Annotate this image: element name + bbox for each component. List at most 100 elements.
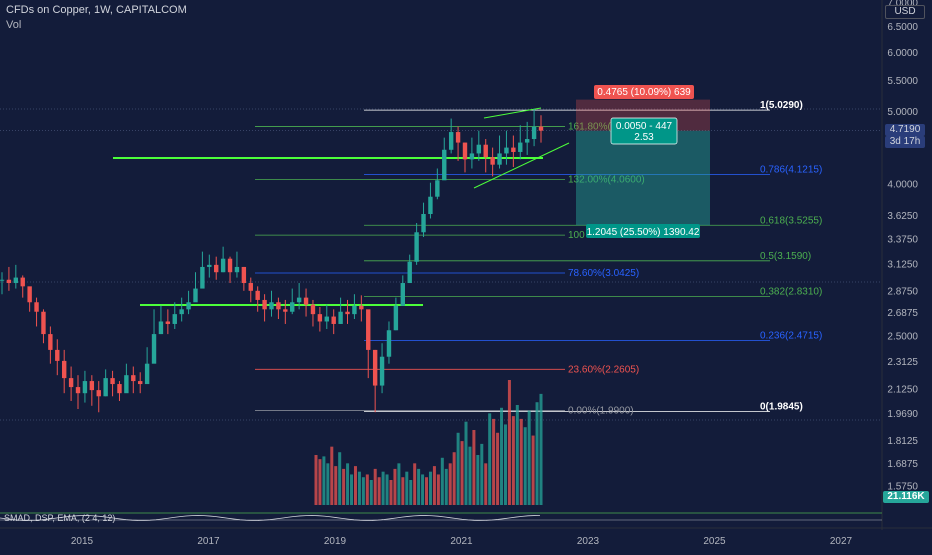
y-tick-label: 2.5000 xyxy=(887,332,918,343)
volume-bar xyxy=(334,466,338,505)
candle-body xyxy=(41,311,46,335)
volume-bar xyxy=(326,463,330,505)
y-tick-label: 1.5750 xyxy=(887,481,918,492)
mid-label-bg xyxy=(610,117,678,145)
candle-body xyxy=(193,288,198,303)
y-tick-label: 5.0000 xyxy=(887,107,918,118)
candle-body xyxy=(61,360,67,379)
candle-body xyxy=(283,309,288,312)
volume-bar xyxy=(519,418,523,505)
candle-body xyxy=(269,302,274,310)
candle-body xyxy=(345,311,350,315)
candle-body xyxy=(324,316,329,322)
candle-body xyxy=(13,277,19,284)
candle-body xyxy=(172,314,177,324)
volume-bar xyxy=(365,474,369,505)
mid-label: 2.53 xyxy=(634,132,654,143)
volume-bar xyxy=(361,477,365,505)
volume-bar xyxy=(385,474,389,505)
x-tick-label: 2025 xyxy=(703,536,726,547)
candle-body xyxy=(82,381,88,394)
volume-bar xyxy=(480,443,484,505)
x-tick-label: 2027 xyxy=(830,536,853,547)
volume-bar xyxy=(342,468,346,505)
x-tick-label: 2017 xyxy=(197,536,220,547)
y-tick-label: 2.8750 xyxy=(887,286,918,297)
candle-body xyxy=(158,321,164,335)
candle-body xyxy=(497,153,502,165)
volume-bar xyxy=(432,466,436,505)
y-tick-label: 4.0000 xyxy=(887,179,918,190)
candle-body xyxy=(476,144,482,154)
candle-body xyxy=(220,258,226,273)
volume-bar xyxy=(338,452,342,505)
candle-body xyxy=(531,126,537,140)
volume-bar xyxy=(448,463,452,505)
countdown-tag: 3d 17h xyxy=(885,136,925,148)
candle-body xyxy=(248,283,253,291)
candle-body xyxy=(483,144,488,158)
candle-body xyxy=(359,305,364,310)
candle-body xyxy=(138,381,143,385)
volume-bar xyxy=(346,463,350,505)
y-tick-label: 5.5000 xyxy=(887,76,918,87)
volume-bar xyxy=(409,480,413,505)
volume-bar xyxy=(464,421,468,505)
fib-extension-label: 161.80%( xyxy=(568,122,611,133)
fib-extension-label: 100 xyxy=(568,230,585,241)
candle-body xyxy=(214,264,219,273)
candle-body xyxy=(455,132,461,143)
candle-body xyxy=(511,147,516,152)
candle-body xyxy=(352,305,357,315)
volume-bar xyxy=(527,410,531,505)
volume-bar xyxy=(421,474,425,505)
volume-bar xyxy=(373,468,377,505)
candle-body xyxy=(103,378,108,397)
candle-body xyxy=(186,302,191,310)
y-tick-label: 1.6875 xyxy=(887,459,918,470)
candle-body xyxy=(151,334,157,364)
last-price-tag: 4.7190 xyxy=(885,124,925,136)
pattern-line xyxy=(483,107,542,119)
fib-extension-label: 0.00%(1.9900) xyxy=(568,406,634,417)
volume-bar xyxy=(444,468,448,505)
candle-body xyxy=(75,387,81,394)
stop-label-bg xyxy=(594,85,694,99)
candle-body xyxy=(414,232,419,262)
volume-bar xyxy=(539,393,543,505)
volume-value-tag: 21.116K xyxy=(883,491,929,503)
y-tick-label: 1.9690 xyxy=(887,409,918,420)
indicator-label: SMAD, DSP, EMA, (2 4, 12) xyxy=(4,513,116,523)
fib-level-label: 1(5.0290) xyxy=(760,100,803,111)
y-tick-label: 2.6875 xyxy=(887,308,918,319)
candle-body xyxy=(276,302,281,310)
volume-bar xyxy=(472,430,476,505)
volume-bar xyxy=(511,416,515,505)
candle-body xyxy=(462,142,468,160)
volume-bar xyxy=(413,463,417,505)
candle-body xyxy=(262,299,267,310)
candle-body xyxy=(428,196,433,215)
indicator-wave xyxy=(0,515,541,521)
fib-level-label: 0.618(3.5255) xyxy=(760,215,822,226)
volume-bar xyxy=(515,405,519,505)
fib-level-label: 0.786(4.1215) xyxy=(760,165,822,176)
candle-body xyxy=(6,279,12,284)
volume-bar xyxy=(425,477,429,505)
y-tick-label: 6.0000 xyxy=(887,48,918,59)
candle-body xyxy=(310,304,316,315)
y-tick-label: 3.1250 xyxy=(887,259,918,270)
fib-level-label: 0.236(2.4715) xyxy=(760,330,822,341)
volume-bar xyxy=(428,471,432,505)
candle-body xyxy=(338,311,343,324)
candle-body xyxy=(518,142,523,152)
symbol-title: CFDs on Copper, 1W, CAPITALCOM xyxy=(6,4,187,16)
volume-bar xyxy=(488,413,492,505)
x-tick-label: 2021 xyxy=(450,536,473,547)
volume-bar xyxy=(381,471,385,505)
candle-body xyxy=(448,132,454,150)
volume-bar xyxy=(507,380,511,505)
currency-button[interactable]: USD xyxy=(885,5,925,19)
